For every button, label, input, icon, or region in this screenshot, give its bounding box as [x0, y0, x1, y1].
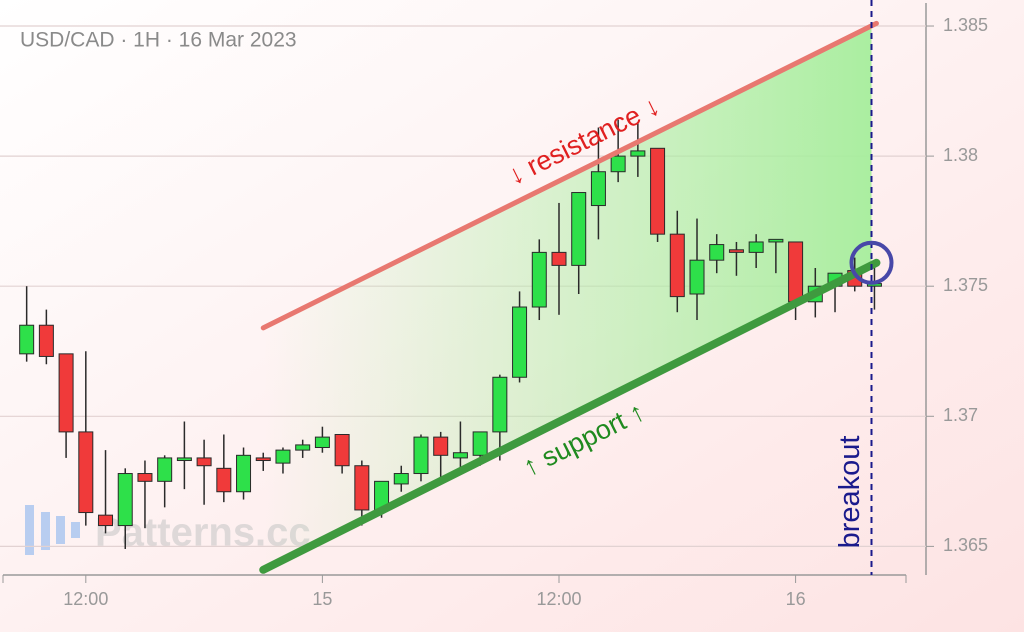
breakout-marker: [849, 240, 894, 285]
candle-body: [196, 457, 212, 467]
candle-body: [492, 376, 508, 433]
x-tick-label: 16: [786, 589, 806, 609]
candle-body: [38, 324, 54, 357]
candle-body: [117, 473, 133, 527]
resistance-line: [260, 20, 879, 331]
candle-body: [512, 306, 528, 378]
candle-body: [768, 238, 784, 243]
candle-body: [255, 457, 271, 462]
candle-body: [748, 241, 764, 253]
candle-body: [551, 251, 567, 266]
chart-title: USD/CAD · 1H · 16 Mar 2023: [20, 29, 297, 52]
candle-body: [689, 259, 705, 295]
candle-body: [236, 454, 252, 493]
candle-body: [216, 467, 232, 493]
candle-body: [98, 514, 114, 527]
candle-body: [452, 452, 468, 459]
candle-body: [709, 244, 725, 261]
candle-body: [610, 155, 626, 173]
candle-body: [157, 457, 173, 482]
candle-body: [630, 150, 646, 157]
y-tick-label: 1.37: [943, 405, 978, 425]
candle-body: [393, 473, 409, 485]
candle-body: [314, 436, 330, 449]
candle-body: [788, 241, 804, 303]
candle-body: [669, 233, 685, 298]
candle-body: [275, 449, 291, 464]
candle-body: [354, 465, 370, 511]
y-tick-label: 1.38: [943, 145, 978, 165]
x-tick-label: 12:00: [536, 589, 581, 609]
candle-body: [590, 171, 606, 207]
candle-body: [137, 473, 153, 482]
candle-body: [176, 457, 192, 462]
support-line: [259, 258, 881, 574]
candle-body: [334, 434, 350, 467]
candle-body: [433, 436, 449, 456]
y-tick-label: 1.385: [943, 15, 988, 35]
breakout-label: breakout: [834, 436, 866, 549]
x-tick-label: 15: [312, 589, 332, 609]
y-tick-label: 1.365: [943, 535, 988, 555]
x-tick-label: 12:00: [63, 589, 108, 609]
watermark-icon: [25, 505, 80, 555]
candle-body: [531, 251, 547, 308]
candle-body: [571, 192, 587, 266]
candle-body: [78, 431, 94, 514]
candle-body: [413, 436, 429, 475]
candle-body: [19, 324, 35, 355]
candle-body: [58, 353, 74, 433]
candle-body: [728, 249, 744, 253]
y-tick-label: 1.375: [943, 275, 988, 295]
candle-body: [295, 444, 311, 451]
candle-body: [472, 431, 488, 456]
channel-fill: [263, 25, 872, 570]
candle-body: [650, 147, 666, 235]
